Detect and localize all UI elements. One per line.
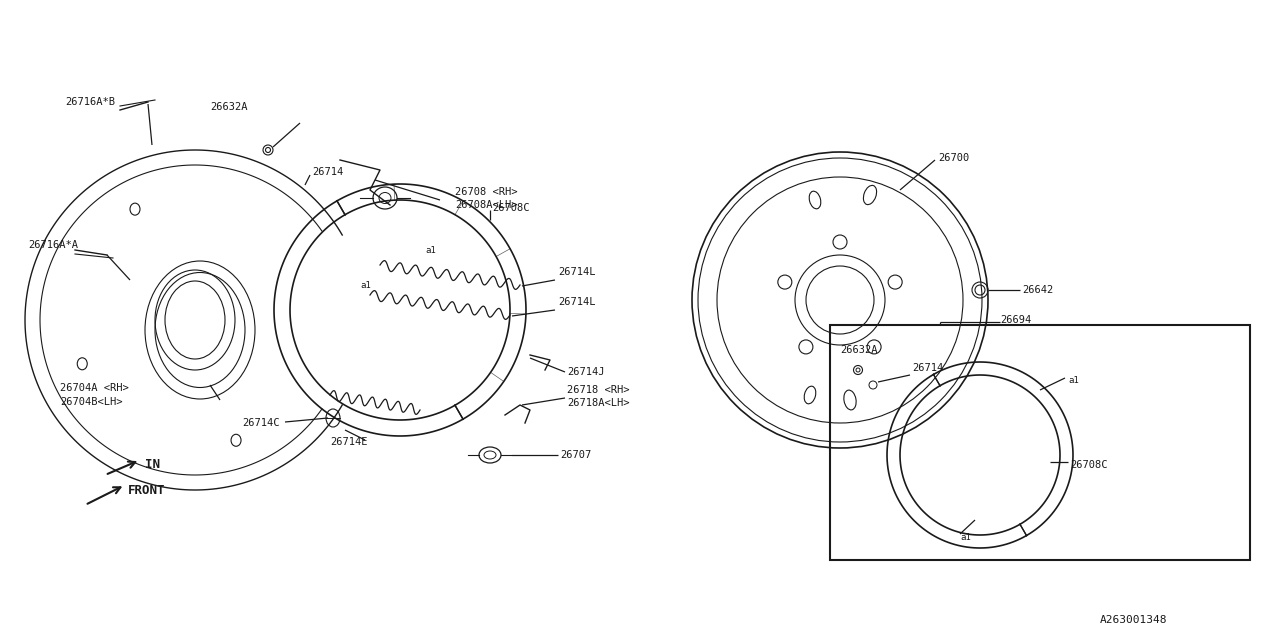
Text: 26707: 26707 [561, 450, 591, 460]
Text: 26632A: 26632A [210, 102, 247, 112]
Text: A263001348: A263001348 [1100, 615, 1167, 625]
Text: 26704B<LH>: 26704B<LH> [60, 397, 123, 407]
Text: 26718A<LH>: 26718A<LH> [567, 398, 630, 408]
Text: 26714: 26714 [312, 167, 343, 177]
Text: 26704A <RH>: 26704A <RH> [60, 383, 129, 393]
Text: 26716A*B: 26716A*B [65, 97, 115, 107]
Text: 26694: 26694 [1000, 315, 1032, 325]
Text: a1: a1 [360, 280, 371, 289]
Text: 26714: 26714 [911, 363, 943, 373]
Text: 26708C: 26708C [1070, 460, 1107, 470]
Text: a1: a1 [425, 246, 435, 255]
Text: 26708A<LH>: 26708A<LH> [454, 200, 517, 210]
Text: IN: IN [145, 458, 160, 472]
Text: 26716A*A: 26716A*A [28, 240, 78, 250]
Text: 26700: 26700 [938, 153, 969, 163]
Text: a1: a1 [960, 534, 970, 543]
Text: 26642: 26642 [1021, 285, 1053, 295]
Text: 26714E: 26714E [330, 437, 367, 447]
Text: 26714C: 26714C [242, 418, 279, 428]
Text: 26714J: 26714J [567, 367, 604, 377]
Text: 26708 <RH>: 26708 <RH> [454, 187, 517, 197]
Text: 26632A: 26632A [840, 345, 878, 355]
Text: FRONT: FRONT [128, 483, 165, 497]
Bar [829, 325, 1251, 560]
Text: 26718 <RH>: 26718 <RH> [567, 385, 630, 395]
Text: 26708C: 26708C [492, 203, 530, 213]
Text: 26714L: 26714L [558, 267, 595, 277]
Text: a1: a1 [1068, 376, 1079, 385]
Text: 26714L: 26714L [558, 297, 595, 307]
